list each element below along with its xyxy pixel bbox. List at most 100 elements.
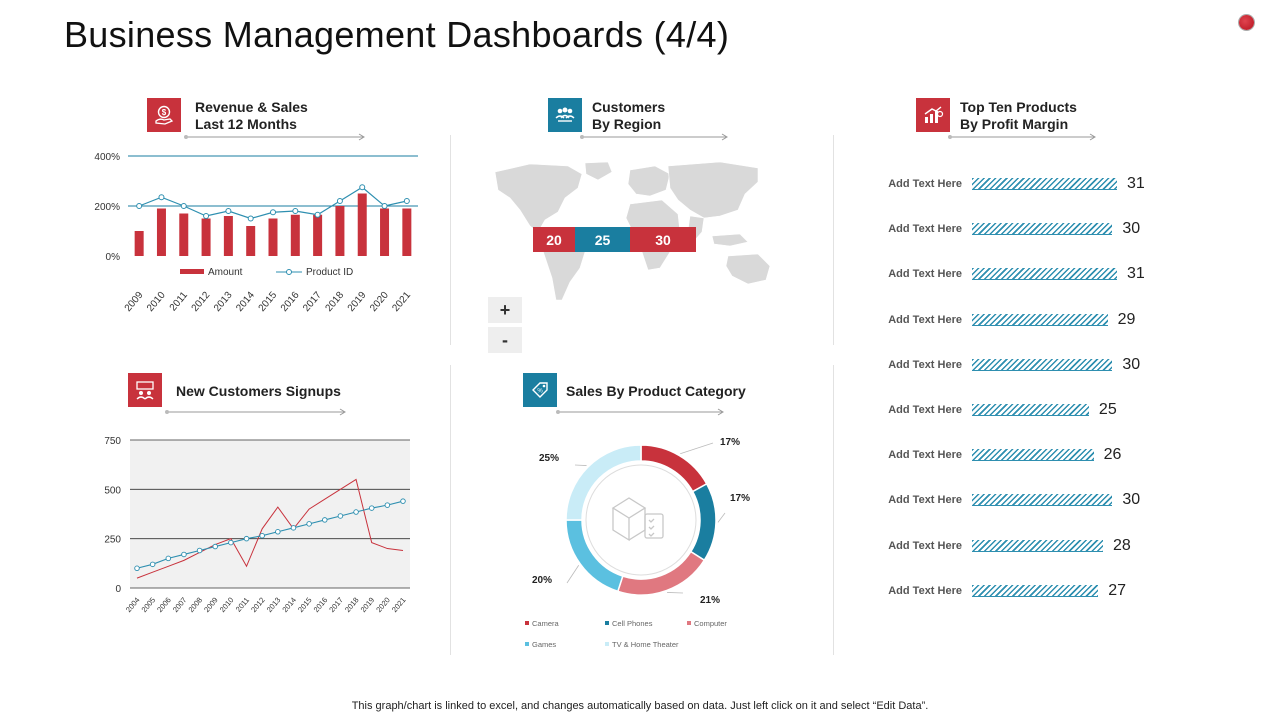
signup-xtick-label: 2005 bbox=[140, 596, 158, 615]
map-europe bbox=[627, 165, 671, 197]
customers-title: Customers By Region bbox=[592, 99, 665, 133]
donut-value-label: 25% bbox=[539, 453, 559, 464]
rev-xtick-label: 2019 bbox=[346, 290, 369, 314]
divider-vertical-left-top bbox=[450, 135, 451, 345]
rev-bar bbox=[380, 208, 390, 256]
revenue-title: Revenue & Sales Last 12 Months bbox=[195, 99, 308, 133]
product-bar bbox=[972, 313, 1108, 326]
donut-legend-swatch bbox=[605, 642, 609, 646]
product-label: Add Text Here bbox=[888, 584, 962, 597]
donut-legend-label: Computer bbox=[694, 619, 727, 628]
rev-line-point bbox=[158, 194, 165, 201]
rev-bar bbox=[268, 218, 278, 256]
donut-legend-label: Cell Phones bbox=[612, 619, 653, 628]
product-label: Add Text Here bbox=[888, 178, 962, 190]
rev-line-point bbox=[203, 213, 210, 219]
signup-series-b-point bbox=[368, 505, 375, 511]
rev-ytick-label: 0% bbox=[106, 252, 121, 263]
box-checklist-icon bbox=[611, 497, 664, 542]
rev-xtick-label: 2012 bbox=[190, 290, 213, 314]
donut-slice bbox=[689, 482, 717, 562]
donut-value-label: 21% bbox=[700, 595, 720, 606]
signups-title: New Customers Signups bbox=[176, 383, 341, 399]
rev-line-point bbox=[336, 198, 343, 204]
product-row: Add Text Here 27 bbox=[862, 581, 1126, 601]
signup-xtick-label: 2015 bbox=[296, 596, 314, 615]
rev-legend-productid-marker bbox=[286, 269, 292, 275]
signup-xtick-label: 2009 bbox=[202, 596, 220, 615]
rev-bar bbox=[402, 208, 412, 256]
signup-series-b-point bbox=[181, 551, 187, 558]
donut-slice bbox=[640, 444, 708, 493]
sales-category-title: Sales By Product Category bbox=[566, 383, 746, 399]
signup-xtick-label: 2010 bbox=[218, 596, 236, 615]
rev-xtick-label: 2015 bbox=[257, 290, 280, 314]
rev-line-point bbox=[136, 203, 143, 209]
rev-line-point bbox=[225, 208, 232, 214]
rev-xtick-label: 2013 bbox=[212, 290, 235, 314]
new-customers-signups-chart: 0250500750200420052006200720082009201020… bbox=[104, 436, 410, 615]
product-label: Add Text Here bbox=[888, 223, 962, 236]
rev-xtick-label: 2017 bbox=[301, 290, 324, 314]
rev-bar bbox=[357, 193, 367, 256]
page-title: Business Management Dashboards (4/4) bbox=[64, 14, 730, 55]
donut-leader-line bbox=[566, 565, 580, 584]
region-value-3: 30 bbox=[630, 227, 696, 252]
donut-legend-label: Camera bbox=[532, 619, 560, 628]
signup-xtick-label: 2014 bbox=[280, 596, 298, 615]
product-value: 27 bbox=[1108, 581, 1127, 599]
map-greenland bbox=[584, 161, 613, 181]
product-bar bbox=[972, 223, 1113, 236]
product-label: Add Text Here bbox=[888, 404, 962, 416]
rev-line-point bbox=[381, 203, 388, 209]
map-asia bbox=[667, 161, 759, 219]
rev-ytick-label: 400% bbox=[94, 152, 120, 163]
rev-bar bbox=[156, 208, 166, 256]
divider-vertical-right-top bbox=[833, 135, 834, 345]
signup-xtick-label: 2004 bbox=[124, 596, 142, 615]
signup-ytick-label: 0 bbox=[115, 584, 121, 595]
signup-xtick-label: 2008 bbox=[186, 596, 204, 615]
rev-bar bbox=[246, 226, 256, 256]
rev-line-point bbox=[180, 203, 187, 209]
region-value-1: 20 bbox=[533, 227, 575, 252]
rev-line-point bbox=[314, 211, 321, 218]
signup-xtick-label: 2013 bbox=[265, 596, 283, 615]
product-label: Add Text Here bbox=[888, 358, 962, 371]
map-zoom-out-button[interactable]: - bbox=[488, 327, 522, 353]
product-bar bbox=[972, 404, 1089, 416]
signup-xtick-label: 2018 bbox=[343, 596, 361, 615]
top-products-title-underline bbox=[948, 133, 1096, 141]
donut-value-label: 17% bbox=[730, 493, 750, 504]
signup-series-b-point bbox=[212, 543, 218, 550]
rev-bar bbox=[335, 206, 345, 256]
rev-legend-amount-label: Amount bbox=[208, 267, 243, 278]
sales-category-title-underline bbox=[556, 408, 724, 416]
product-row: Add Text Here 28 bbox=[862, 536, 1131, 556]
signup-xtick-label: 2020 bbox=[374, 596, 392, 615]
rev-ytick-label: 200% bbox=[94, 202, 120, 213]
donut-leader-line bbox=[667, 592, 684, 594]
signup-series-b-point bbox=[275, 529, 281, 535]
footer-note: This graph/chart is linked to excel, and… bbox=[351, 700, 929, 712]
product-row: Add Text Here 31 bbox=[862, 174, 1145, 194]
money-hand-icon: $ bbox=[147, 98, 181, 132]
donut-legend-swatch bbox=[687, 621, 691, 625]
signup-ytick-label: 750 bbox=[104, 436, 121, 447]
rev-xtick-label: 2011 bbox=[168, 290, 191, 314]
map-australia bbox=[725, 253, 771, 285]
map-zoom-in-button[interactable]: + bbox=[488, 297, 522, 323]
product-label: Add Text Here bbox=[888, 449, 962, 462]
rev-line-point bbox=[247, 215, 254, 222]
signup-xtick-label: 2011 bbox=[234, 596, 251, 614]
product-value: 26 bbox=[1103, 446, 1122, 464]
product-row: Add Text Here 26 bbox=[862, 445, 1121, 465]
product-row: Add Text Here 30 bbox=[862, 490, 1140, 510]
divider-vertical-left-bottom bbox=[450, 365, 451, 655]
rev-bar bbox=[201, 218, 211, 256]
donut-slice bbox=[616, 550, 706, 596]
customers-title-line1: Customers bbox=[592, 99, 666, 115]
product-value: 30 bbox=[1122, 220, 1141, 238]
signup-series-b-point bbox=[149, 561, 156, 568]
donut-legend-swatch bbox=[605, 621, 609, 625]
